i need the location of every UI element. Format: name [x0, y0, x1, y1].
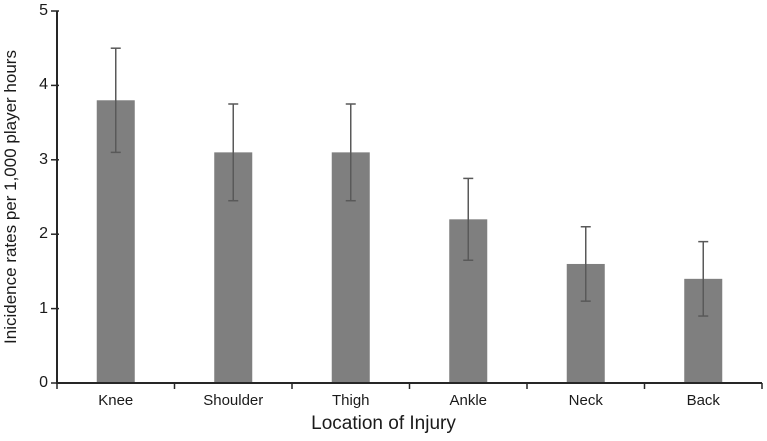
x-axis-title: Location of Injury: [311, 413, 456, 434]
category-label-shoulder: Shoulder: [203, 392, 264, 409]
y-tick-label-1: 1: [39, 299, 48, 317]
y-tick-label-4: 4: [39, 76, 48, 94]
category-label-back: Back: [686, 392, 720, 409]
category-label-knee: Knee: [98, 392, 134, 409]
category-label-ankle: Ankle: [449, 392, 488, 409]
y-tick-label-0: 0: [39, 374, 48, 391]
y-tick-label-2: 2: [39, 225, 48, 243]
category-label-neck: Neck: [568, 392, 603, 409]
y-axis-title: Inicidence rates per 1,000 player hours: [1, 50, 20, 344]
y-tick-label-5: 5: [39, 2, 48, 19]
category-label-thigh: Thigh: [331, 392, 370, 409]
y-tick-label-3: 3: [39, 150, 48, 168]
